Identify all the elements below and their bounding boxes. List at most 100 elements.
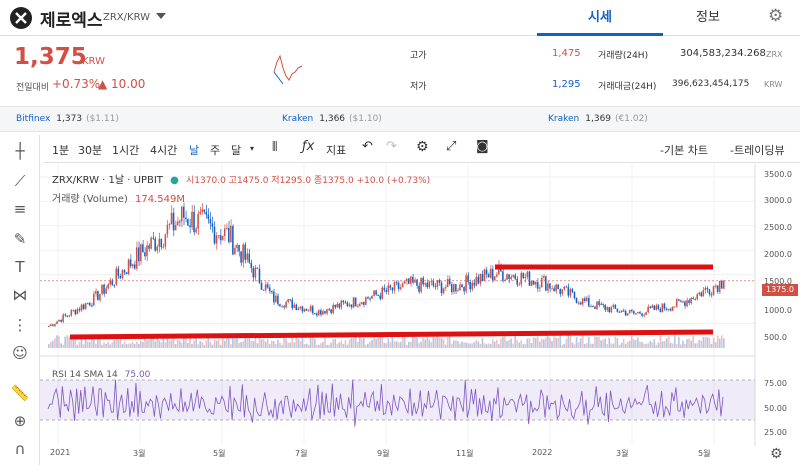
pattern-icon[interactable]: ⋈	[12, 286, 28, 304]
magnet-icon[interactable]: ∩	[14, 440, 26, 458]
candle-body	[469, 281, 471, 290]
volume-bar	[62, 344, 64, 348]
candle-body	[436, 280, 439, 287]
volume-bar	[97, 338, 99, 348]
volume-bar	[450, 343, 453, 348]
redo-icon[interactable]: ↷	[386, 139, 397, 154]
candle-body	[350, 304, 353, 308]
candle-body	[723, 280, 725, 289]
indicator-button[interactable]: 지표	[326, 144, 347, 157]
candle-body	[322, 311, 324, 315]
settings-icon[interactable]: ⚙	[416, 139, 429, 155]
candle-body	[158, 238, 160, 247]
candle-body	[408, 278, 410, 284]
volume-bar	[410, 341, 412, 348]
trendline-icon[interactable]: ⟋	[14, 172, 26, 190]
ticker-item[interactable]: Kraken 1,369 (€1.02)	[548, 114, 648, 124]
volume-bar	[540, 338, 543, 348]
candle-body	[285, 302, 287, 308]
volume-bar	[318, 344, 320, 348]
candle-body	[99, 293, 101, 301]
candle-body	[555, 284, 557, 292]
candle-body	[95, 291, 97, 294]
interval-month[interactable]: 달	[231, 144, 242, 157]
undo-icon[interactable]: ↶	[362, 139, 373, 154]
candle-type-icon[interactable]: ⫴	[272, 140, 278, 155]
volume-bar	[510, 338, 512, 348]
interval-1h[interactable]: 1시간	[112, 144, 140, 157]
candle-body	[117, 268, 120, 277]
volume-bar	[273, 341, 275, 348]
ticker-item[interactable]: Bitfinex 1,373 ($1.11)	[16, 114, 119, 124]
ticker-item[interactable]: Kraken 1,366 ($1.10)	[282, 114, 382, 124]
tab-price[interactable]: 시세	[537, 0, 663, 36]
volume-bar	[56, 335, 58, 348]
volume-bar	[551, 341, 553, 348]
candle-body	[236, 244, 238, 248]
volume-bar	[221, 337, 224, 348]
interval-more-icon[interactable]: ▾	[250, 144, 255, 153]
price-chart[interactable]	[40, 164, 800, 465]
interval-30m[interactable]: 30분	[78, 144, 103, 157]
volume-bar	[455, 340, 457, 348]
candle-body	[203, 209, 205, 212]
volume-bar	[426, 336, 429, 348]
candle-body	[299, 306, 302, 309]
volume-bar	[483, 343, 486, 348]
chart-settings-icon[interactable]: ⚙	[770, 446, 783, 462]
volume-bar	[561, 344, 564, 348]
candle-body	[281, 306, 283, 308]
interval-4h[interactable]: 4시간	[150, 144, 178, 157]
crosshair-icon[interactable]: ┼	[15, 142, 25, 160]
camera-icon[interactable]: ◙	[476, 139, 489, 154]
candle-body	[430, 281, 433, 283]
fib-lines-icon[interactable]: ≡	[13, 200, 27, 218]
zoom-icon[interactable]: ⊕	[13, 412, 27, 430]
candle-body	[602, 303, 604, 305]
amount-label: 거래대금(24H)	[598, 82, 657, 92]
volume-bar	[461, 341, 463, 348]
brush-icon[interactable]: ✎	[13, 230, 27, 248]
candle-body	[140, 244, 142, 262]
volume-bar	[150, 336, 152, 348]
volume-bar	[495, 339, 498, 348]
candle-body	[291, 299, 293, 308]
basic-chart-button[interactable]: -기본 차트	[660, 144, 708, 157]
symbol-label: ZRX/KRW · 1날 · UPBIT	[52, 175, 163, 186]
volume-bar	[234, 337, 236, 348]
tradingview-button[interactable]: -트레이딩뷰	[730, 144, 785, 157]
candle-body	[111, 280, 113, 285]
candle-body	[330, 309, 332, 313]
volume-bar	[240, 341, 242, 348]
volume-bar	[287, 342, 289, 348]
candle-body	[598, 301, 600, 305]
volume-bar	[608, 337, 611, 348]
interval-1m[interactable]: 1분	[52, 144, 70, 157]
interval-week[interactable]: 주	[210, 144, 221, 157]
candle-body	[371, 295, 373, 299]
text-tool-icon[interactable]: T	[15, 258, 25, 276]
function-icon[interactable]: ƒx	[302, 139, 315, 154]
gear-icon[interactable]: ⚙	[768, 6, 784, 26]
candle-body	[606, 307, 608, 310]
candle-body	[258, 268, 261, 283]
volume-bar	[176, 340, 179, 348]
volume-bar	[109, 344, 112, 348]
volume-bar	[432, 336, 435, 348]
ruler-icon[interactable]: 📏	[10, 384, 30, 402]
tab-info[interactable]: 정보	[696, 10, 720, 25]
volume-bar	[346, 344, 349, 348]
candle-body	[277, 295, 279, 305]
measure-lines-icon[interactable]: ⋮	[12, 316, 28, 334]
change-amount: ▲ 10.00	[98, 77, 146, 91]
chevron-down-icon[interactable]	[156, 13, 166, 19]
candle-body	[405, 278, 408, 282]
emoji-icon[interactable]: ☺	[12, 344, 28, 362]
volume-bar	[391, 337, 394, 348]
interval-day[interactable]: 날	[189, 144, 200, 157]
candle-body	[324, 311, 326, 314]
fullscreen-icon[interactable]: ⤢	[446, 139, 457, 154]
volume-bar	[148, 339, 150, 348]
candle-body	[624, 310, 627, 316]
candle-body	[481, 274, 484, 281]
